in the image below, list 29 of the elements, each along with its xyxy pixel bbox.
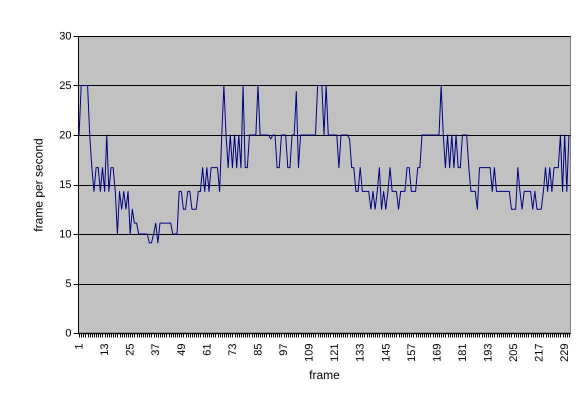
x-tick-label: 109: [304, 344, 316, 362]
x-tick-label: 13: [99, 344, 112, 356]
x-axis-title: frame: [309, 368, 340, 382]
x-tick-label: 229: [559, 344, 572, 362]
y-tick-label: 15: [59, 179, 72, 191]
x-tick-label: 49: [176, 344, 188, 356]
y-tick-label: 20: [59, 130, 72, 142]
x-tick-label: 169: [431, 344, 444, 362]
y-tick-label: 30: [59, 30, 72, 42]
x-tick-label: 181: [456, 344, 469, 362]
x-tick-label: 73: [226, 344, 239, 356]
x-tick-label: 97: [278, 344, 290, 356]
x-tick-label: 85: [252, 344, 264, 356]
x-tick-label: 25: [124, 344, 137, 356]
x-tick-label: 133: [354, 344, 367, 362]
y-tick-label: 10: [59, 228, 72, 240]
x-tick-label: 205: [508, 344, 520, 362]
x-tick-label: 193: [482, 344, 494, 362]
x-tick-label: 37: [150, 344, 162, 356]
x-tick-label: 1: [74, 344, 86, 350]
y-tick-label: 5: [65, 278, 72, 290]
y-axis-title: frame per second: [31, 138, 46, 232]
x-tick-label: 145: [380, 344, 392, 362]
y-tick-label: 0: [65, 328, 72, 340]
x-tick-label: 157: [406, 344, 418, 362]
x-tick-label: 217: [534, 344, 546, 362]
y-tick-label: 25: [59, 80, 72, 92]
x-tick-label: 61: [201, 344, 214, 356]
x-tick-label: 121: [329, 344, 342, 362]
